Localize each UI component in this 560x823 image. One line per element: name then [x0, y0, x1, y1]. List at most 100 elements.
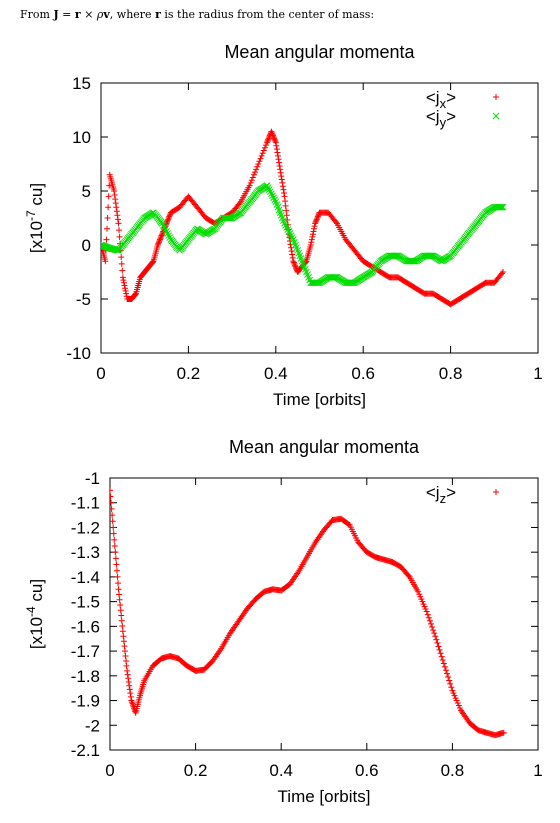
data-point-fill: [434, 640, 441, 647]
data-point-fill: [123, 657, 130, 664]
data-point: [312, 220, 319, 227]
x-tick-label: 1: [533, 364, 542, 383]
x-tick-label: 0.4: [269, 761, 293, 780]
data-point-fill: [258, 152, 265, 159]
y-tick-label: -2.1: [71, 741, 100, 760]
data-point-fill: [122, 285, 129, 292]
data-point: [124, 667, 131, 674]
data-point-fill: [164, 219, 171, 226]
data-point-fill: [131, 291, 138, 298]
data-point-fill: [289, 254, 296, 261]
y-tick-label: -10: [66, 344, 91, 363]
data-point-fill: [111, 543, 118, 549]
data-point-fill: [291, 260, 298, 267]
legend-marker: [493, 94, 499, 100]
data-point-fill: [254, 163, 261, 170]
data-point-fill: [106, 182, 113, 189]
data-point-fill: [110, 499, 115, 506]
y-tick-label: -5: [76, 290, 91, 309]
y-tick-label: -1.9: [71, 692, 100, 711]
data-point-fill: [280, 190, 287, 197]
data-point-fill: [112, 549, 119, 556]
x-tick-label: 0.2: [177, 364, 201, 383]
plot-area: [101, 128, 507, 308]
data-point-fill: [284, 226, 292, 233]
data-point-fill: [112, 555, 119, 562]
data-point-fill: [132, 291, 139, 298]
data-point-fill: [260, 147, 267, 154]
y-tick-label: -1.3: [71, 543, 100, 562]
data-point-fill: [111, 192, 118, 199]
data-point-fill: [103, 236, 110, 243]
data-point-fill: [120, 633, 127, 640]
legend-label: <jz>: [426, 483, 456, 506]
data-point-fill: [113, 561, 120, 568]
y-tick-label: -1.5: [71, 593, 100, 612]
data-point-fill: [165, 232, 173, 239]
x-tick-label: 0.8: [441, 761, 465, 780]
plot-area: [110, 487, 507, 739]
data-point-fill: [279, 183, 286, 190]
data-point-fill: [429, 623, 436, 630]
data-point: [277, 166, 284, 173]
data-point: [432, 633, 439, 640]
plot-frame: [109, 477, 539, 751]
y-tick-label: -1.7: [71, 642, 100, 661]
data-point-fill: [149, 258, 156, 265]
data-point-fill: [439, 657, 446, 664]
data-point-fill: [110, 512, 116, 519]
data-point-fill: [116, 227, 123, 234]
data-point-fill: [425, 614, 432, 621]
legend-label: <jx>: [426, 88, 456, 111]
data-point-fill: [113, 204, 120, 211]
data-point-fill: [271, 136, 278, 143]
data-point-fill: [431, 630, 438, 637]
data-point: [246, 182, 253, 189]
data-point: [500, 269, 507, 275]
data-point: [264, 139, 271, 146]
data-point-fill: [156, 236, 163, 243]
data-point-fill: [264, 184, 272, 191]
data-point-fill: [444, 670, 451, 677]
data-point-fill: [435, 643, 442, 650]
data-point: [255, 161, 262, 167]
data-point: [272, 139, 279, 146]
data-point: [290, 258, 297, 265]
y-tick-label: -1.6: [71, 617, 100, 636]
data-point-fill: [104, 225, 111, 232]
data-point-fill: [312, 219, 319, 226]
data-point: [500, 729, 507, 736]
data-point-fill: [247, 179, 254, 186]
data-point-fill: [252, 169, 259, 176]
data-point-fill: [309, 231, 316, 238]
data-point-fill: [253, 166, 260, 173]
data-point: [268, 128, 275, 135]
data-point-fill: [114, 573, 121, 580]
data-point-fill: [120, 638, 127, 645]
data-point: [102, 258, 109, 265]
data-point-fill: [332, 219, 339, 226]
data-point: [111, 188, 118, 194]
y-tick-label: -1: [85, 469, 100, 488]
data-point-fill: [284, 217, 291, 224]
data-point-fill: [119, 267, 126, 274]
data-point-fill: [496, 203, 504, 211]
data-point: [440, 660, 447, 667]
data-point-fill: [282, 198, 289, 205]
legend-label: <jy>: [426, 107, 456, 130]
data-point-fill: [248, 177, 255, 184]
series-x: [101, 128, 507, 308]
data-point-fill: [127, 693, 134, 700]
data-point-fill: [498, 203, 506, 211]
data-point-fill: [165, 216, 172, 223]
data-point: [111, 536, 118, 543]
data-point-fill: [442, 667, 449, 674]
data-point-fill: [313, 217, 320, 224]
plot-frame: [100, 82, 539, 354]
data-point-fill: [110, 530, 117, 537]
y-tick-label: -2: [85, 716, 100, 735]
x-tick-label: 0: [96, 364, 105, 383]
data-point-fill: [256, 158, 263, 165]
x-tick-label: 0.8: [439, 364, 463, 383]
caption-text: From J = r × ρv, where r is the radius f…: [20, 8, 375, 21]
